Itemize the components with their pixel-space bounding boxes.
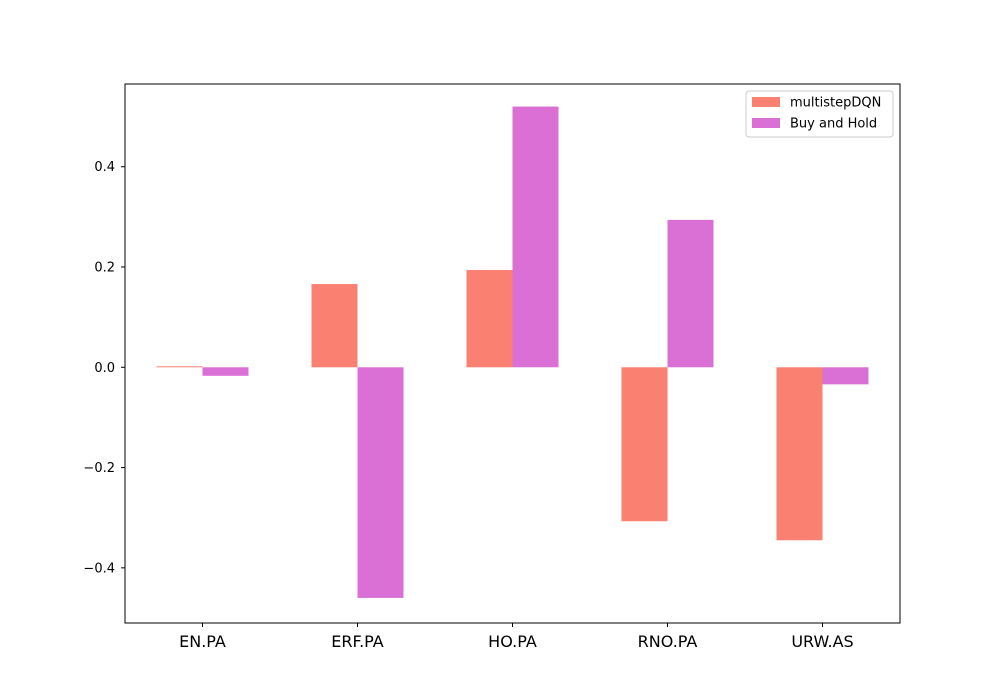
x-tick-label: ERF.PA — [331, 632, 384, 651]
legend-label: multistepDQN — [790, 96, 881, 111]
y-tick-label: 0.2 — [94, 261, 115, 276]
bar-buy-and-hold-erf-pa — [357, 367, 404, 598]
bar-buy-and-hold-rno-pa — [667, 219, 714, 368]
bar-multistepdqn-rno-pa — [621, 367, 668, 522]
x-tick-label: HO.PA — [488, 632, 537, 651]
legend-swatch — [752, 97, 780, 107]
bar-buy-and-hold-en-pa — [202, 367, 249, 376]
legend-box — [745, 90, 894, 138]
x-tick-label: RNO.PA — [638, 632, 698, 651]
x-axis: EN.PA ERF.PA HO.PA RNO.PA URW.AS — [179, 623, 854, 651]
y-tick-label: 0.4 — [94, 160, 115, 175]
bar-multistepdqn-urw-as — [776, 367, 823, 541]
x-tick-label: EN.PA — [179, 632, 226, 651]
y-tick-label: 0.0 — [94, 361, 115, 376]
y-tick-label: −0.2 — [83, 461, 115, 476]
bar-multistepdqn-en-pa — [156, 366, 203, 368]
legend-swatch — [752, 118, 780, 128]
y-axis: −0.4 −0.2 0.0 0.2 0.4 — [83, 160, 125, 576]
legend: multistepDQN Buy and Hold — [745, 90, 894, 138]
y-tick-label: −0.4 — [83, 561, 115, 576]
x-tick-label: URW.AS — [791, 632, 853, 651]
bar-multistepdqn-ho-pa — [466, 270, 513, 368]
legend-label: Buy and Hold — [790, 117, 877, 132]
bar-multistepdqn-erf-pa — [311, 284, 358, 368]
bar-buy-and-hold-ho-pa — [512, 106, 559, 368]
bars-group — [156, 106, 869, 598]
bar-buy-and-hold-urw-as — [822, 367, 869, 385]
